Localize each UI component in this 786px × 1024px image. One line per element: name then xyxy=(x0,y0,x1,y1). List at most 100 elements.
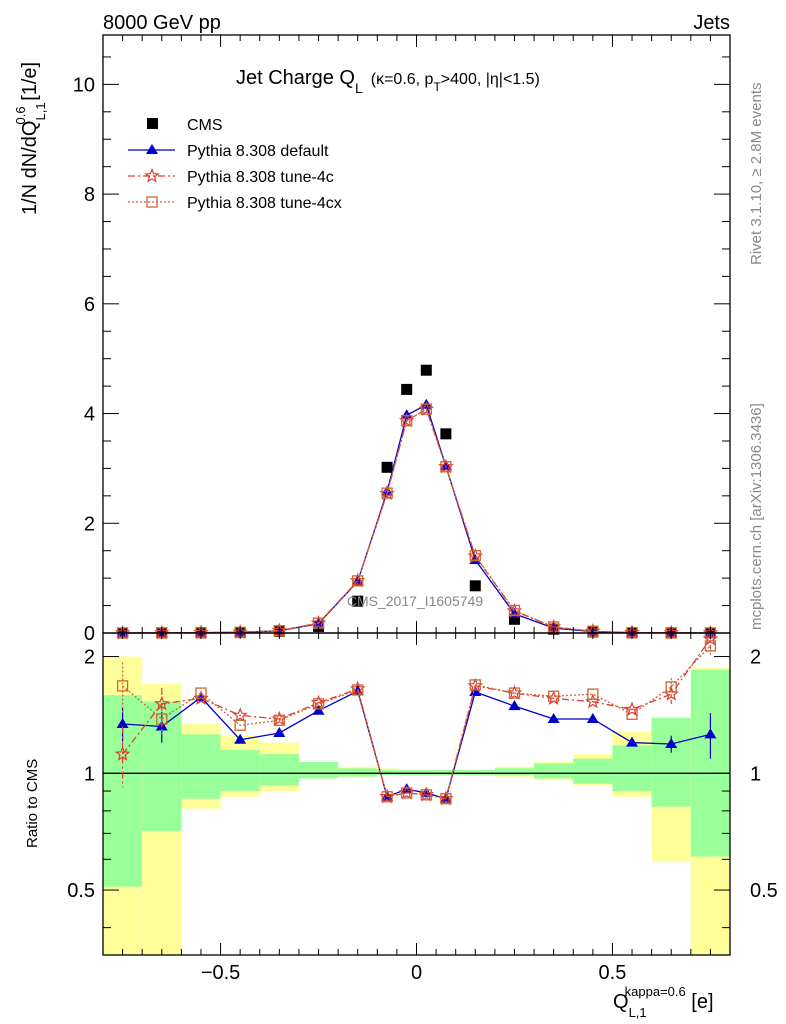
ratio-marker-s0-14 xyxy=(586,713,599,724)
legend-tune4cx-marker xyxy=(146,196,158,208)
ratio-marker-s2-11 xyxy=(469,679,481,691)
x-tick-label: 0 xyxy=(411,962,422,984)
legend-tune4c-label: Pythia 8.308 tune-4c xyxy=(187,169,334,186)
main-y-tick-label: 4 xyxy=(84,404,95,426)
ratio-band-inner xyxy=(436,769,456,775)
main-marker-s3-7 xyxy=(381,487,393,499)
main-marker-s0-9 xyxy=(420,364,432,376)
ratio-series-line-0 xyxy=(122,690,711,800)
main-y-axis-title-unit: [1/e] xyxy=(19,62,41,106)
rivet-version-label: Rivet 3.1.10, ≥ 2.8M events xyxy=(748,83,765,266)
ratio-band-inner xyxy=(181,734,221,799)
ratio-series-line-2 xyxy=(122,645,711,800)
ratio-marker-s2-12 xyxy=(508,687,521,699)
title-cuts-sub: T xyxy=(433,80,441,94)
legend-default-marker xyxy=(146,144,158,154)
ratio-marker-s2-3 xyxy=(234,719,246,731)
ratio-marker-s2-17 xyxy=(704,640,717,652)
ratio-marker-s0-9 xyxy=(420,786,433,797)
ratio-marker-s0-4 xyxy=(273,727,286,738)
main-y-tick-label: 0 xyxy=(84,623,95,645)
ratio-marker-s2-15 xyxy=(626,708,638,720)
main-marker-s3-10 xyxy=(440,461,452,473)
main-y-tick-label: 6 xyxy=(84,294,95,316)
ratio-marker-s0-17 xyxy=(704,728,717,739)
main-y-axis-title: 1/N dN/dQL,1 0.6 [1/e] xyxy=(13,62,48,215)
title-main: Jet Charge Q xyxy=(236,67,355,89)
ratio-band-inner xyxy=(573,758,613,784)
ratio-marker-s2-8 xyxy=(401,787,413,799)
ratio-marker-s2-13 xyxy=(548,690,560,702)
ratio-uncertainty-bands xyxy=(103,656,730,955)
main-marker-s3-6 xyxy=(352,575,364,587)
ratio-y-tick-label-left: 2 xyxy=(84,647,95,669)
ratio-marker-s2-7 xyxy=(381,791,393,803)
header-process-label: Jets xyxy=(693,12,730,34)
x-axis-title: QL,1 kappa=0.6 [e] xyxy=(613,984,714,1020)
ratio-band-inner xyxy=(220,749,260,792)
legend-tune4cx-label: Pythia 8.308 tune-4cx xyxy=(187,195,342,212)
header-energy-label: 8000 GeV pp xyxy=(103,12,221,34)
ratio-band-inner xyxy=(455,769,495,775)
analysis-watermark: CMS_2017_I1605749 xyxy=(347,593,483,609)
ratio-y-tick-label-left: 0.5 xyxy=(67,880,95,902)
ratio-band-inner xyxy=(494,768,535,775)
main-series-line-2 xyxy=(122,408,711,634)
title-main-sub: L xyxy=(355,80,363,96)
main-marker-s1-7 xyxy=(381,485,394,496)
ratio-marker-s0-5 xyxy=(312,704,325,715)
ratio-marker-s2-4 xyxy=(273,714,285,726)
ratio-band-inner xyxy=(651,717,691,807)
ratio-band-inner xyxy=(416,769,437,775)
ratio-band-inner xyxy=(338,768,378,777)
ratio-band-inner xyxy=(612,745,652,792)
title-cuts: (κ=0.6, p xyxy=(371,71,434,88)
ratio-marker-s2-10 xyxy=(440,793,452,805)
main-series-line-3 xyxy=(122,408,711,634)
ratio-y-tick-label-right: 0.5 xyxy=(750,880,778,902)
ratio-marker-s2-1 xyxy=(156,713,168,725)
ratio-band-inner xyxy=(396,769,417,775)
ratio-band-inner xyxy=(259,754,299,786)
ratio-y-tick-label-left: 1 xyxy=(84,763,95,785)
title-cuts-tail: >400, |η|<1.5) xyxy=(441,71,540,88)
ratio-marker-s2-0 xyxy=(116,680,129,692)
x-tick-label: 0.5 xyxy=(599,962,627,984)
ratio-band-inner xyxy=(377,769,397,775)
ratio-marker-s1-3 xyxy=(232,707,248,723)
ratio-band-inner xyxy=(298,761,339,779)
main-y-axis-title-sup: 0.6 xyxy=(13,106,28,124)
main-marker-s0-8 xyxy=(401,383,413,395)
ratio-marker-s1-15 xyxy=(624,701,640,717)
main-marker-s0-11 xyxy=(469,580,481,592)
main-y-axis-title-sub: L,1 xyxy=(33,102,48,120)
main-y-tick-label: 8 xyxy=(84,184,95,206)
x-axis-title-sup: kappa=0.6 xyxy=(625,984,686,999)
ratio-marker-s2-16 xyxy=(665,681,677,693)
ratio-marker-s2-5 xyxy=(312,698,325,710)
main-marker-s0-6 xyxy=(352,595,364,607)
legend: CMS Pythia 8.308 default Pythia 8.308 tu… xyxy=(128,117,342,212)
legend-default-label: Pythia 8.308 default xyxy=(187,143,329,160)
x-axis-title-unit: [e] xyxy=(686,991,714,1013)
ratio-marker-s0-11 xyxy=(469,686,482,697)
legend-star-shape xyxy=(144,167,160,183)
x-tick-label: −0.5 xyxy=(201,962,240,984)
main-marker-s0-7 xyxy=(381,461,393,473)
ratio-marker-s1-0 xyxy=(114,746,131,761)
main-marker-s3-11 xyxy=(469,549,481,562)
ratio-marker-s2-6 xyxy=(352,684,364,696)
x-axis-title-sub: L,1 xyxy=(629,1005,647,1020)
ratio-marker-s0-0 xyxy=(116,717,129,728)
ratio-marker-s2-9 xyxy=(420,789,432,801)
ratio-marker-s2-2 xyxy=(195,687,207,699)
legend-cms-marker xyxy=(147,118,158,129)
ratio-marker-s0-16 xyxy=(665,737,678,748)
main-marker-s0-10 xyxy=(440,428,452,440)
main-marker-s3-9 xyxy=(420,403,432,415)
main-marker-s3-8 xyxy=(401,415,413,427)
main-marker-s3-12 xyxy=(508,604,521,617)
main-marker-s0-12 xyxy=(508,613,520,625)
